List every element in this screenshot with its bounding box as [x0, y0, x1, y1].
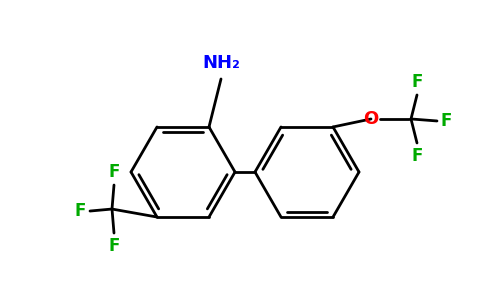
Text: F: F: [108, 163, 120, 181]
Text: O: O: [363, 110, 378, 128]
Text: NH₂: NH₂: [202, 54, 240, 72]
Text: F: F: [441, 112, 453, 130]
Text: F: F: [108, 237, 120, 255]
Text: F: F: [75, 202, 86, 220]
Text: F: F: [411, 73, 423, 91]
Text: F: F: [411, 147, 423, 165]
